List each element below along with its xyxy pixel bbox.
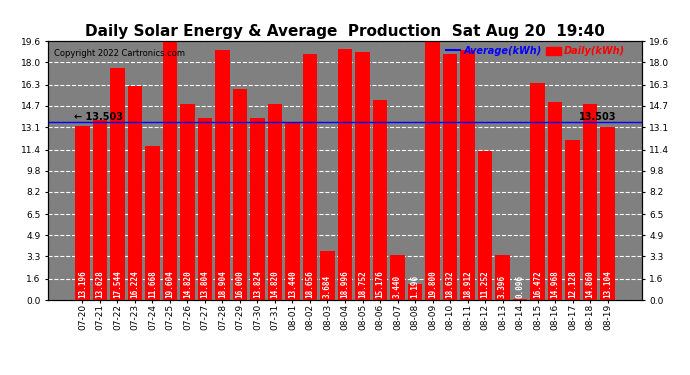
Bar xyxy=(285,123,299,300)
Bar xyxy=(92,120,107,300)
Bar xyxy=(495,255,510,300)
Bar xyxy=(531,82,544,300)
Text: 3.396: 3.396 xyxy=(498,275,507,298)
Bar xyxy=(355,53,370,300)
Bar xyxy=(268,104,282,300)
Text: 13.503: 13.503 xyxy=(579,112,616,122)
Bar xyxy=(250,117,265,300)
Text: 14.820: 14.820 xyxy=(270,270,279,298)
Bar xyxy=(460,50,475,300)
Text: 14.968: 14.968 xyxy=(551,270,560,298)
Bar xyxy=(215,51,230,300)
Text: 16.000: 16.000 xyxy=(235,270,244,298)
Text: 3.684: 3.684 xyxy=(323,275,332,298)
Text: 13.824: 13.824 xyxy=(253,270,262,298)
Text: 14.820: 14.820 xyxy=(183,270,192,298)
Bar xyxy=(198,118,212,300)
Text: 13.196: 13.196 xyxy=(78,270,87,298)
Text: 18.996: 18.996 xyxy=(340,270,350,298)
Text: ← 13.503: ← 13.503 xyxy=(74,112,123,122)
Bar xyxy=(478,152,492,300)
Text: 18.632: 18.632 xyxy=(446,270,455,298)
Text: 17.544: 17.544 xyxy=(113,270,122,298)
Text: 13.804: 13.804 xyxy=(201,270,210,298)
Text: 18.656: 18.656 xyxy=(306,270,315,298)
Text: 11.252: 11.252 xyxy=(480,270,489,298)
Text: 15.176: 15.176 xyxy=(375,270,384,298)
Bar xyxy=(565,140,580,300)
Bar xyxy=(391,255,405,300)
Text: 1.196: 1.196 xyxy=(411,275,420,298)
Text: 12.128: 12.128 xyxy=(568,270,577,298)
Bar xyxy=(408,284,422,300)
Bar xyxy=(146,146,159,300)
Text: 18.752: 18.752 xyxy=(358,270,367,298)
Bar xyxy=(548,102,562,300)
Text: 11.668: 11.668 xyxy=(148,270,157,298)
Bar xyxy=(513,299,527,300)
Text: 14.860: 14.860 xyxy=(586,270,595,298)
Text: 18.912: 18.912 xyxy=(463,270,472,298)
Text: 19.604: 19.604 xyxy=(166,270,175,298)
Text: 16.472: 16.472 xyxy=(533,270,542,298)
Text: 13.440: 13.440 xyxy=(288,270,297,298)
Bar xyxy=(128,86,142,300)
Bar xyxy=(180,104,195,300)
Bar xyxy=(338,49,352,300)
Bar xyxy=(320,251,335,300)
Title: Daily Solar Energy & Average  Production  Sat Aug 20  19:40: Daily Solar Energy & Average Production … xyxy=(85,24,605,39)
Bar xyxy=(373,100,387,300)
Bar xyxy=(443,54,457,300)
Bar xyxy=(110,68,125,300)
Text: 13.104: 13.104 xyxy=(603,270,612,298)
Bar xyxy=(75,126,90,300)
Bar xyxy=(303,54,317,300)
Bar xyxy=(163,41,177,300)
Text: Copyright 2022 Cartronics.com: Copyright 2022 Cartronics.com xyxy=(55,49,185,58)
Text: 13.628: 13.628 xyxy=(95,270,104,298)
Text: 16.224: 16.224 xyxy=(130,270,139,298)
Bar xyxy=(600,127,615,300)
Text: 18.904: 18.904 xyxy=(218,270,227,298)
Text: 3.440: 3.440 xyxy=(393,275,402,298)
Bar xyxy=(425,39,440,300)
Bar xyxy=(583,104,598,300)
Text: 19.800: 19.800 xyxy=(428,270,437,298)
Bar xyxy=(233,89,247,300)
Legend: Average(kWh), Daily(kWh): Average(kWh), Daily(kWh) xyxy=(446,46,625,56)
Text: 0.096: 0.096 xyxy=(515,275,524,298)
